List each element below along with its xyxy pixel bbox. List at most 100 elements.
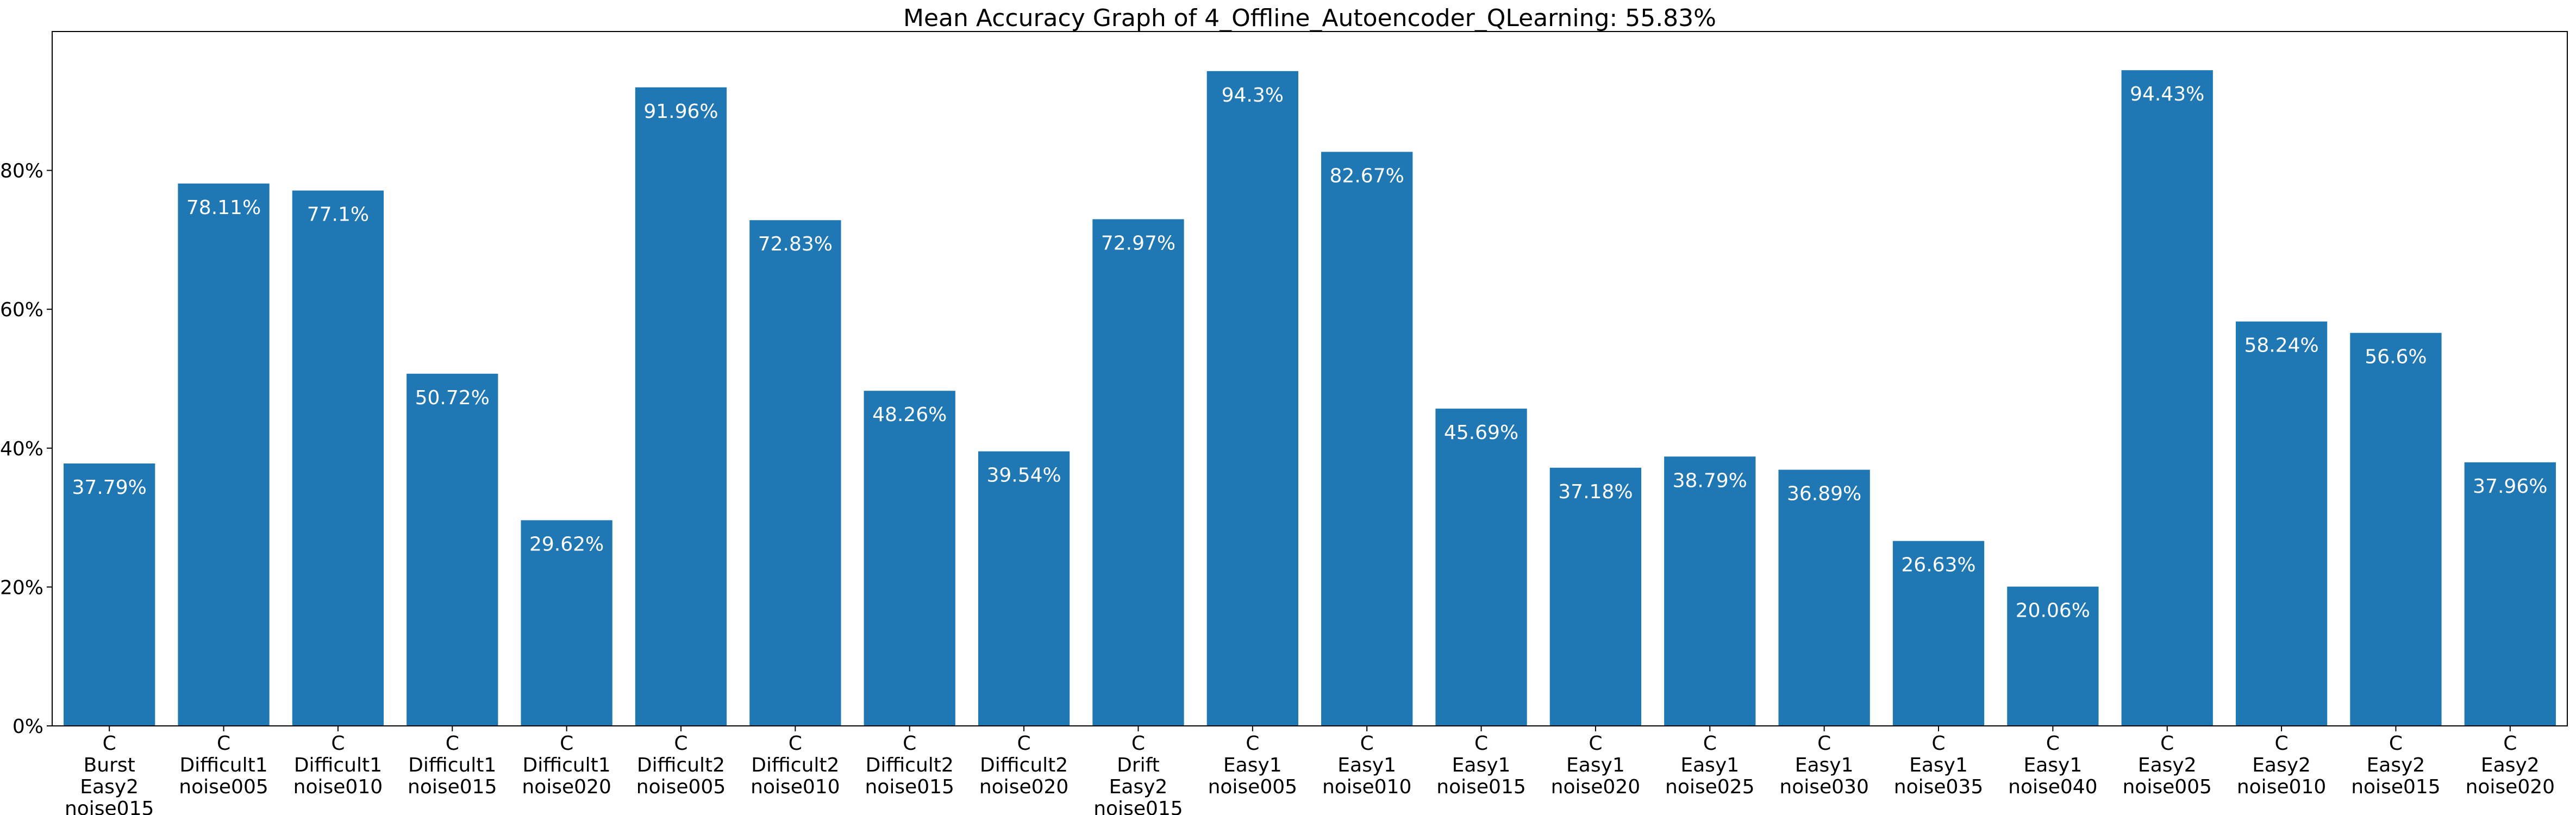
plot-area-frame	[52, 31, 2568, 726]
x-tick-label-line: Easy1	[1795, 754, 1854, 776]
bar-value-label: 29.62%	[529, 533, 604, 555]
x-tick-label-line: C	[1017, 732, 1031, 755]
bar	[2007, 586, 2099, 726]
bar	[178, 183, 270, 726]
bar	[2350, 333, 2442, 726]
x-tick-label-line: Easy2	[2367, 754, 2425, 776]
x-tick-label-line: noise030	[1779, 776, 1868, 798]
x-tick-label-line: Easy1	[1566, 754, 1625, 776]
x-tick-label-line: C	[789, 732, 802, 755]
bar-value-label: 48.26%	[872, 404, 947, 426]
bar-value-label: 37.79%	[72, 477, 147, 499]
x-tick-label-line: C	[103, 732, 116, 755]
x-tick-label-line: Difficult1	[294, 754, 382, 776]
bar-value-label: 78.11%	[186, 197, 261, 219]
bar	[2235, 321, 2328, 726]
x-tick-label: C Easy1 noise005	[1208, 732, 1297, 798]
x-tick-label-line: noise005	[179, 776, 268, 798]
x-tick-label-line: Difficult2	[637, 754, 725, 776]
x-tick-label-line: Easy1	[1909, 754, 1968, 776]
bar-value-label: 39.54%	[986, 465, 1061, 487]
x-tick-label-line: C	[560, 732, 573, 755]
bar-value-label: 58.24%	[2244, 335, 2318, 357]
bar	[635, 87, 727, 726]
x-tick-label-line: noise010	[751, 776, 840, 798]
x-tick-label-line: noise020	[1551, 776, 1640, 798]
bar-value-label: 45.69%	[1444, 422, 1518, 444]
x-tick-label-line: C	[1131, 732, 1145, 755]
bar	[407, 373, 498, 726]
x-tick-label-line: C	[331, 732, 345, 755]
x-tick-label-line: C	[1360, 732, 1374, 755]
x-tick-label-line: Easy2	[2138, 754, 2197, 776]
x-tick-label-line: noise005	[2122, 776, 2211, 798]
bar	[1892, 541, 1985, 726]
bar-value-label: 94.3%	[1222, 84, 1284, 106]
x-tick-label-line: noise020	[522, 776, 611, 798]
bar	[749, 220, 841, 726]
bar	[1664, 456, 1756, 726]
x-tick-label-line: Difficult1	[523, 754, 611, 776]
x-tick-label: C Difficult1 noise015	[408, 732, 497, 798]
bar-value-label: 72.83%	[758, 233, 833, 255]
bar	[2464, 462, 2556, 726]
bar-value-label: 56.6%	[2365, 346, 2427, 368]
x-tick-label: C Difficult1 noise010	[293, 732, 383, 798]
x-tick-label-line: C	[2046, 732, 2060, 755]
x-tick-label-line: C	[1817, 732, 1831, 755]
x-tick-label: C Difficult2 noise010	[751, 732, 840, 798]
x-tick-label: C Difficult1 noise005	[179, 732, 268, 798]
bar-value-label: 36.89%	[1787, 483, 1861, 505]
bar-value-label: 82.67%	[1330, 165, 1404, 187]
bar	[1778, 469, 1870, 726]
bar-value-label: 26.63%	[1901, 554, 1975, 576]
x-tick-label-line: C	[1474, 732, 1488, 755]
x-tick-label: C Easy1 noise035	[1894, 732, 1983, 798]
x-tick-label: C Difficult1 noise020	[522, 732, 611, 798]
x-tick-label: C Easy1 noise020	[1551, 732, 1640, 798]
bar	[1206, 71, 1298, 726]
x-tick-label-line: noise010	[293, 776, 383, 798]
x-tick-label-line: Difficult2	[980, 754, 1068, 776]
x-tick-label-line: C	[1589, 732, 1602, 755]
x-tick-label: C Drift Easy2 noise015	[1093, 732, 1183, 815]
x-tick-label-line: noise015	[408, 776, 497, 798]
x-tick-label-line: C	[2160, 732, 2174, 755]
bar-value-label: 20.06%	[2016, 600, 2090, 622]
x-tick-label-line: C	[2503, 732, 2517, 755]
bar	[864, 391, 955, 726]
x-tick-label-line: noise015	[865, 776, 954, 798]
x-tick-label-line: Difficult2	[751, 754, 839, 776]
x-tick-label: C Easy1 noise040	[2008, 732, 2097, 798]
y-tick-label: 60%	[0, 299, 43, 321]
x-tick-label: C Easy1 noise015	[1436, 732, 1525, 798]
x-tick-label: C Easy1 noise010	[1322, 732, 1411, 798]
x-tick-label-line: noise020	[979, 776, 1068, 798]
bar-value-label: 77.1%	[307, 204, 369, 226]
x-tick-label-line: C	[217, 732, 230, 755]
bar-value-label: 37.96%	[2473, 475, 2547, 498]
x-tick-label-line: noise005	[636, 776, 726, 798]
y-tick-label: 80%	[0, 160, 43, 183]
bar	[1435, 409, 1527, 726]
x-tick-label-line: C	[2275, 732, 2289, 755]
x-tick-label: C Difficult2 noise020	[979, 732, 1068, 798]
x-tick-label-line: Drift	[1117, 754, 1160, 776]
x-tick-label-line: C	[674, 732, 687, 755]
x-tick-label-line: Easy1	[2023, 754, 2082, 776]
bar-value-label: 72.97%	[1101, 232, 1176, 254]
x-tick-label-line: C	[446, 732, 459, 755]
x-tick-label-line: Easy1	[1223, 754, 1282, 776]
x-tick-label: C Easy2 noise020	[2466, 732, 2555, 798]
x-tick-label: C Easy1 noise025	[1665, 732, 1754, 798]
y-tick-label: 40%	[0, 438, 43, 460]
x-tick-label: C Easy1 noise030	[1779, 732, 1868, 798]
bar	[64, 463, 155, 726]
bar-value-label: 50.72%	[415, 387, 490, 409]
x-tick-label-line: Easy2	[1109, 776, 1168, 798]
bar	[521, 520, 612, 726]
x-tick-label-line: noise015	[2351, 776, 2440, 798]
x-tick-label: C Difficult2 noise015	[865, 732, 954, 798]
